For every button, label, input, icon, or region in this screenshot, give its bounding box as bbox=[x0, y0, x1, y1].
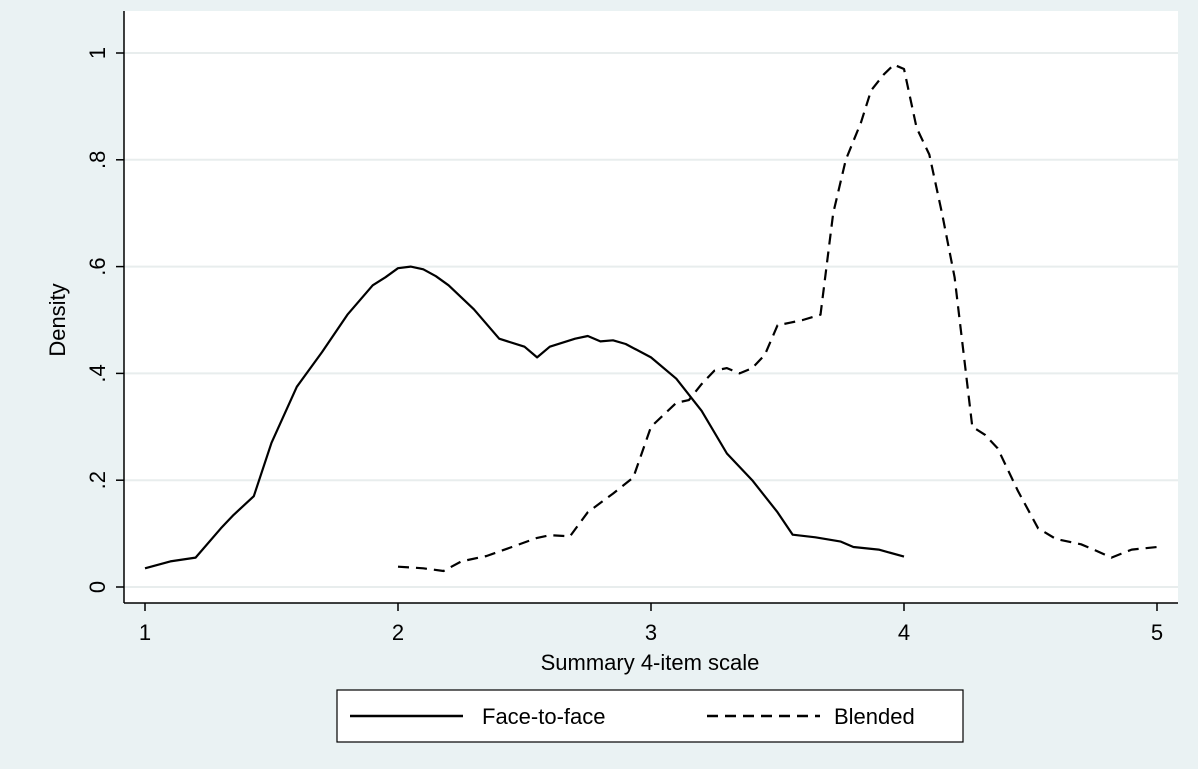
y-axis-title: Density bbox=[45, 283, 70, 356]
x-tick-label: 3 bbox=[645, 620, 657, 645]
legend-label-face-to-face: Face-to-face bbox=[482, 704, 606, 729]
y-tick-label: .2 bbox=[85, 471, 110, 489]
gridlines bbox=[124, 52, 1178, 588]
series-line-blended bbox=[397, 63, 1158, 573]
x-tick-label: 5 bbox=[1151, 620, 1163, 645]
x-tick-label: 4 bbox=[898, 620, 910, 645]
y-tick-label: .4 bbox=[85, 364, 110, 382]
legend-label-blended: Blended bbox=[834, 704, 915, 729]
y-tick-label: .6 bbox=[85, 257, 110, 275]
x-tick-label: 1 bbox=[139, 620, 151, 645]
y-tick-label: 0 bbox=[85, 581, 110, 593]
plot-region bbox=[124, 11, 1178, 603]
x-ticks: 1 2 3 4 5 bbox=[139, 603, 1163, 645]
x-axis-title: Summary 4-item scale bbox=[541, 650, 760, 675]
y-ticks: 0 .2 .4 .6 .8 1 bbox=[85, 47, 124, 593]
y-tick-label: .8 bbox=[85, 151, 110, 169]
series-line-face-to-face bbox=[144, 265, 905, 570]
y-tick-label: 1 bbox=[85, 47, 110, 59]
legend: Face-to-face Blended bbox=[336, 689, 964, 743]
series-layer bbox=[144, 63, 1158, 573]
x-tick-label: 2 bbox=[392, 620, 404, 645]
